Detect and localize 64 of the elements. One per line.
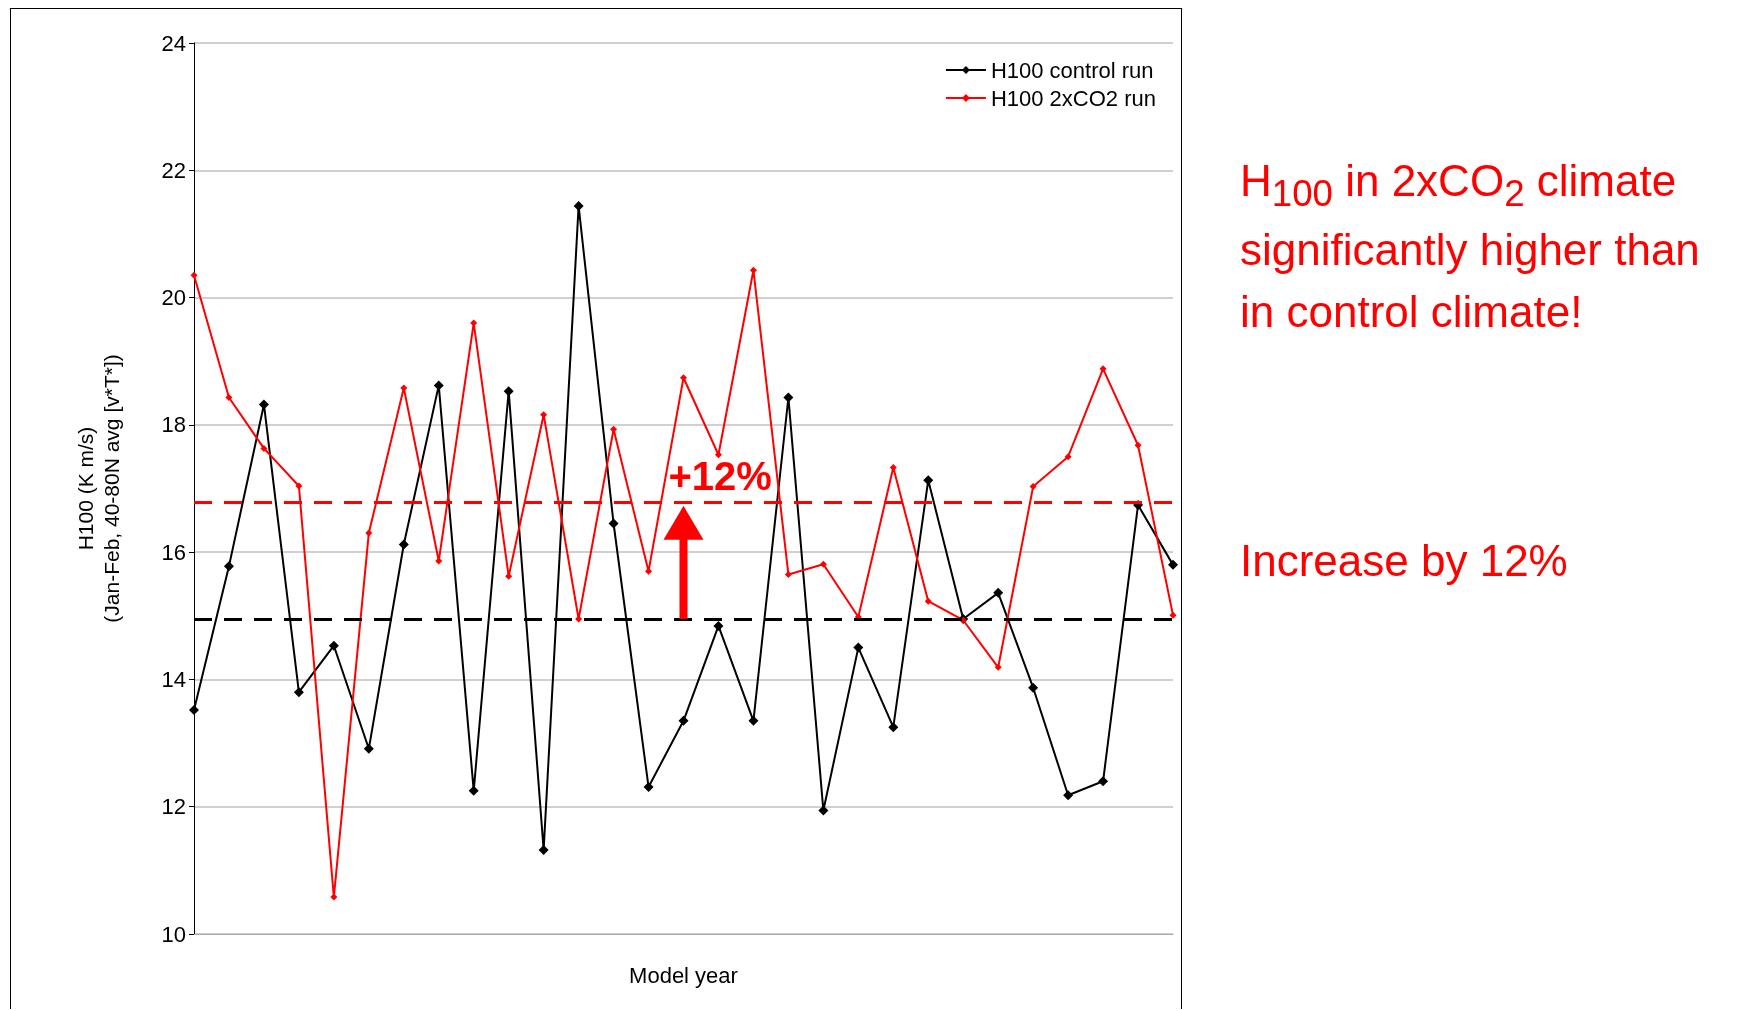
point [1063,790,1074,801]
point [1099,365,1107,373]
point [889,464,897,471]
point [713,620,724,631]
point [258,399,269,410]
point [330,893,338,901]
point [468,785,479,796]
point [678,715,689,726]
point [924,597,932,605]
text: Increase by 12% [1240,535,1569,587]
y-tick-label: 16 [161,539,186,565]
point [1169,611,1177,619]
point [365,529,373,537]
point [888,722,899,733]
legend-label: H100 2xCO2 run [990,85,1157,111]
point [748,715,759,726]
point [993,587,1004,598]
point [189,704,199,715]
point [1098,776,1109,787]
y-axis-title: H100 (K m/s) (Jan-Feb, 40-80N avg [v*T*]) [73,354,123,623]
point [575,615,583,623]
point [643,781,654,792]
y-tick-label: 22 [161,157,186,183]
point [223,561,234,572]
point [608,518,619,529]
point [295,482,303,490]
x-axis-title: Model year [629,962,738,988]
point [328,640,339,651]
point [714,451,722,459]
point [1134,441,1142,449]
point [853,642,864,653]
point [505,572,513,580]
point [538,844,549,855]
y-tick-label: 18 [161,412,186,438]
y-tick-label: 14 [161,666,186,692]
point [1064,453,1072,461]
point [1029,483,1037,491]
y-tick-label: 10 [161,921,186,947]
point [1168,559,1178,570]
point [994,663,1002,671]
point [260,444,268,452]
legend-label: H100 control run [990,57,1154,83]
point [433,380,444,391]
point [363,743,374,754]
point [573,200,584,211]
point [400,384,408,392]
point [190,271,198,279]
point [1028,682,1039,693]
point [398,539,409,550]
point [610,425,618,433]
text: H$_{100}$ in 2xCO$_{2}$ climate significantly higher than in control climate! [1240,155,1701,338]
point [470,319,478,327]
point [503,386,514,397]
annotation: +12% [668,453,772,499]
y-tick-label: 12 [161,794,186,820]
point [435,557,443,565]
point [819,560,827,568]
y-tick-label: 24 [161,30,186,56]
point [749,266,757,274]
point [783,392,794,403]
point [225,393,233,401]
y-tick-label: 20 [161,285,186,311]
point [784,570,792,578]
point [293,687,304,698]
